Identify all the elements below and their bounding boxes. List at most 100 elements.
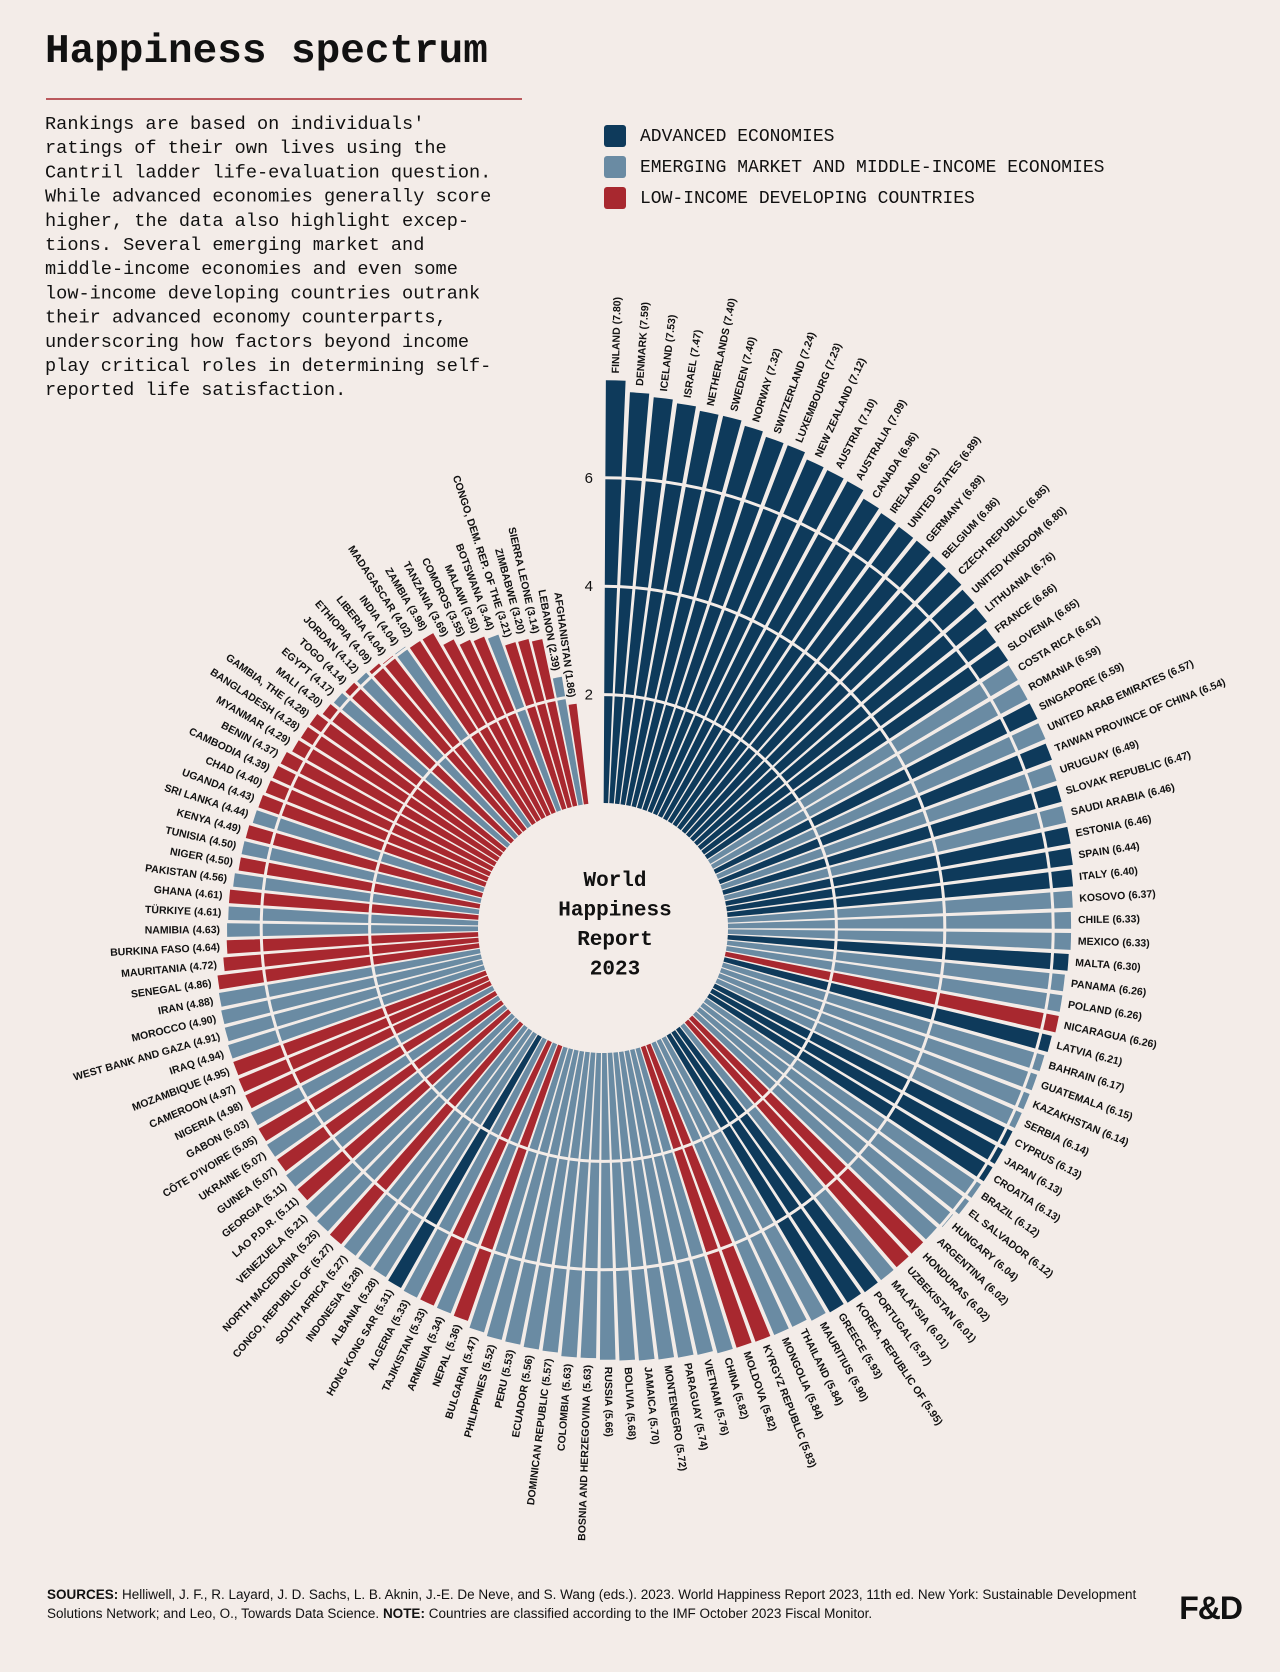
bar — [523, 1050, 585, 1350]
value-label: (5.63) — [560, 1363, 574, 1391]
country-name: ITALY — [1079, 868, 1109, 883]
country-name: DOMINICAN REPUBLIC — [525, 1388, 551, 1506]
bar — [609, 392, 650, 804]
value-label: (5.93) — [860, 1351, 885, 1381]
bar — [292, 740, 497, 867]
value-label: (6.59) — [1073, 644, 1103, 668]
value-label: (3.14) — [524, 605, 542, 634]
bar-label: DENMARK (7.59) — [634, 302, 652, 387]
country-name: DENMARK — [634, 332, 650, 387]
bar — [486, 1048, 574, 1340]
bar — [626, 410, 719, 807]
bar — [726, 848, 1073, 912]
y-tick-label: 2 — [585, 687, 593, 704]
center-line: Happiness — [558, 900, 671, 923]
bar — [603, 380, 626, 804]
bar-label: ICELAND(7.53) — [658, 314, 679, 392]
bar — [672, 513, 896, 827]
value-label: (6.65) — [1052, 596, 1081, 621]
country-name: KENYA — [175, 806, 213, 827]
bar — [343, 1024, 528, 1256]
bar-label: FINLAND (7.80) — [610, 297, 624, 374]
legend-label: LOW-INCOME DEVELOPING COUNTRIES — [640, 189, 975, 209]
bar — [613, 1052, 655, 1361]
description: Rankings are based on individuals' rating… — [45, 114, 491, 401]
sources-label: SOURCES: — [47, 1587, 119, 1602]
bar — [238, 975, 490, 1092]
value-label: (7.09) — [885, 397, 909, 427]
value-label: (5.34) — [425, 1315, 447, 1345]
country-name: WEST BANK AND GAZA — [72, 1039, 193, 1084]
bar — [688, 1015, 926, 1256]
value-label: (5.90) — [847, 1374, 871, 1404]
bar-label: PANAMA (6.26) — [1070, 978, 1147, 999]
center-line: Report — [577, 929, 653, 952]
grid-ring — [368, 693, 838, 1163]
bar — [635, 1047, 733, 1354]
description-line: play critical roles in determining self- — [45, 356, 491, 377]
bar — [707, 665, 1018, 864]
value-label: (2.39) — [546, 643, 563, 672]
bar — [727, 911, 1072, 929]
bar — [703, 998, 981, 1198]
value-label: (7.47) — [688, 329, 704, 358]
country-name: ECUADOR — [510, 1384, 531, 1439]
bar — [712, 983, 1013, 1147]
bar — [718, 743, 1052, 885]
bar — [250, 986, 495, 1126]
description-line: their advanced economy counterparts, — [45, 308, 447, 329]
country-name: MONTENEGRO — [662, 1364, 685, 1441]
legend-label: EMERGING MARKET AND MIDDLE-INCOME ECONOM… — [640, 158, 1104, 178]
bar — [286, 1004, 508, 1187]
country-name: CHILE — [1078, 913, 1110, 926]
bar-label: CHILE (6.33) — [1078, 913, 1140, 926]
bar-label: PAKISTAN(4.56) — [144, 862, 227, 885]
country-name: BURKINA FASO — [110, 943, 190, 959]
description-line: higher, the data also highlight excep- — [45, 211, 469, 232]
value-label: (4.43) — [226, 783, 256, 804]
value-label: (4.95) — [201, 1065, 231, 1086]
bar — [233, 970, 488, 1076]
bar — [403, 1037, 547, 1298]
bar — [642, 436, 784, 811]
bar — [727, 934, 1069, 971]
value-label: (7.10) — [856, 397, 879, 427]
legend-swatch — [604, 187, 626, 209]
value-label: (6.17) — [1096, 1075, 1126, 1095]
value-label: (6.02) — [965, 1296, 993, 1324]
bar — [300, 727, 500, 862]
bar — [662, 481, 864, 821]
value-label: (5.63) — [581, 1365, 594, 1393]
bar — [697, 607, 987, 850]
bar — [727, 890, 1073, 923]
description-line: reported life satisfaction. — [45, 380, 346, 401]
bar — [630, 1048, 713, 1355]
bar — [333, 693, 511, 848]
value-label: (6.49) — [1110, 738, 1140, 758]
value-label: (4.63) — [193, 924, 221, 936]
bar-label: GHANA (4.61) — [153, 884, 223, 902]
bar — [722, 785, 1062, 895]
value-label: (6.26) — [1114, 1006, 1143, 1022]
bar — [436, 1042, 558, 1314]
country-name: POLAND — [1067, 999, 1113, 1018]
country-name: RUSSIA — [602, 1367, 614, 1407]
bar — [252, 810, 485, 893]
country-name: UNITED STATES — [905, 458, 964, 530]
value-label: (6.33) — [1112, 913, 1140, 925]
bar — [358, 1028, 533, 1268]
value-label: (7.24) — [798, 330, 818, 360]
value-label: (7.32) — [764, 347, 783, 377]
value-label: (7.40) — [721, 297, 738, 326]
country-name: SENEGAL — [130, 981, 183, 1000]
bar — [227, 923, 479, 937]
description-line: underscoring how factors beyond income — [45, 332, 469, 353]
bar — [228, 906, 479, 926]
country-name: SWEDEN — [728, 365, 751, 413]
value-label: (5.53) — [499, 1349, 517, 1378]
bar — [666, 1033, 844, 1313]
value-label: (6.89) — [960, 473, 987, 502]
bar — [680, 1023, 895, 1282]
bar — [727, 929, 1072, 950]
